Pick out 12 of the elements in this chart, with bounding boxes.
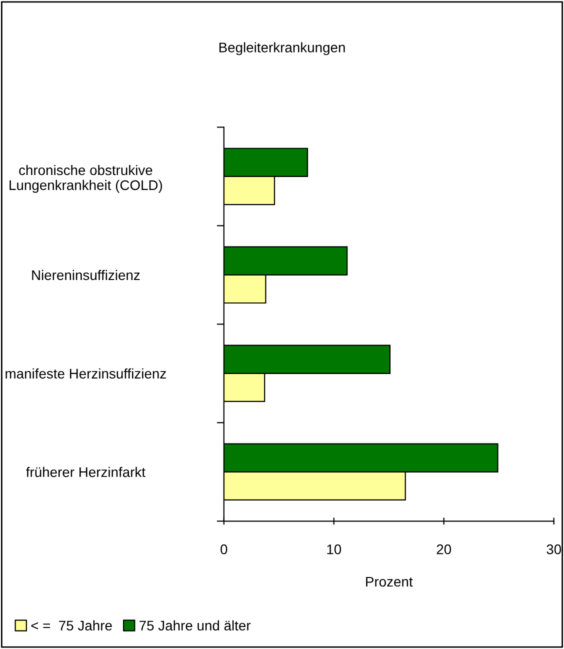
x-tick-label: 20 xyxy=(436,544,452,554)
x-tick-label: 10 xyxy=(327,544,342,554)
legend-label: 75 Jahre und älter xyxy=(140,620,251,631)
chart-title: Begleiterkrankungen xyxy=(219,42,345,56)
y-tick-label: früherer Herzinfarkt xyxy=(26,466,146,478)
y-tick-label: chronische obstrukive Lungenkrankheit (COLD) xyxy=(10,164,162,193)
y-tick-label: manifeste Herzinsuffizienz xyxy=(6,368,166,379)
x-tick-label: 0 xyxy=(220,544,228,554)
y-tick-label: Niereninsuffizienz xyxy=(32,270,140,280)
x-tick-label: 30 xyxy=(546,544,562,554)
x-axis-title: Prozent xyxy=(366,576,413,587)
legend-label: < = 75 Jahre xyxy=(31,620,112,631)
